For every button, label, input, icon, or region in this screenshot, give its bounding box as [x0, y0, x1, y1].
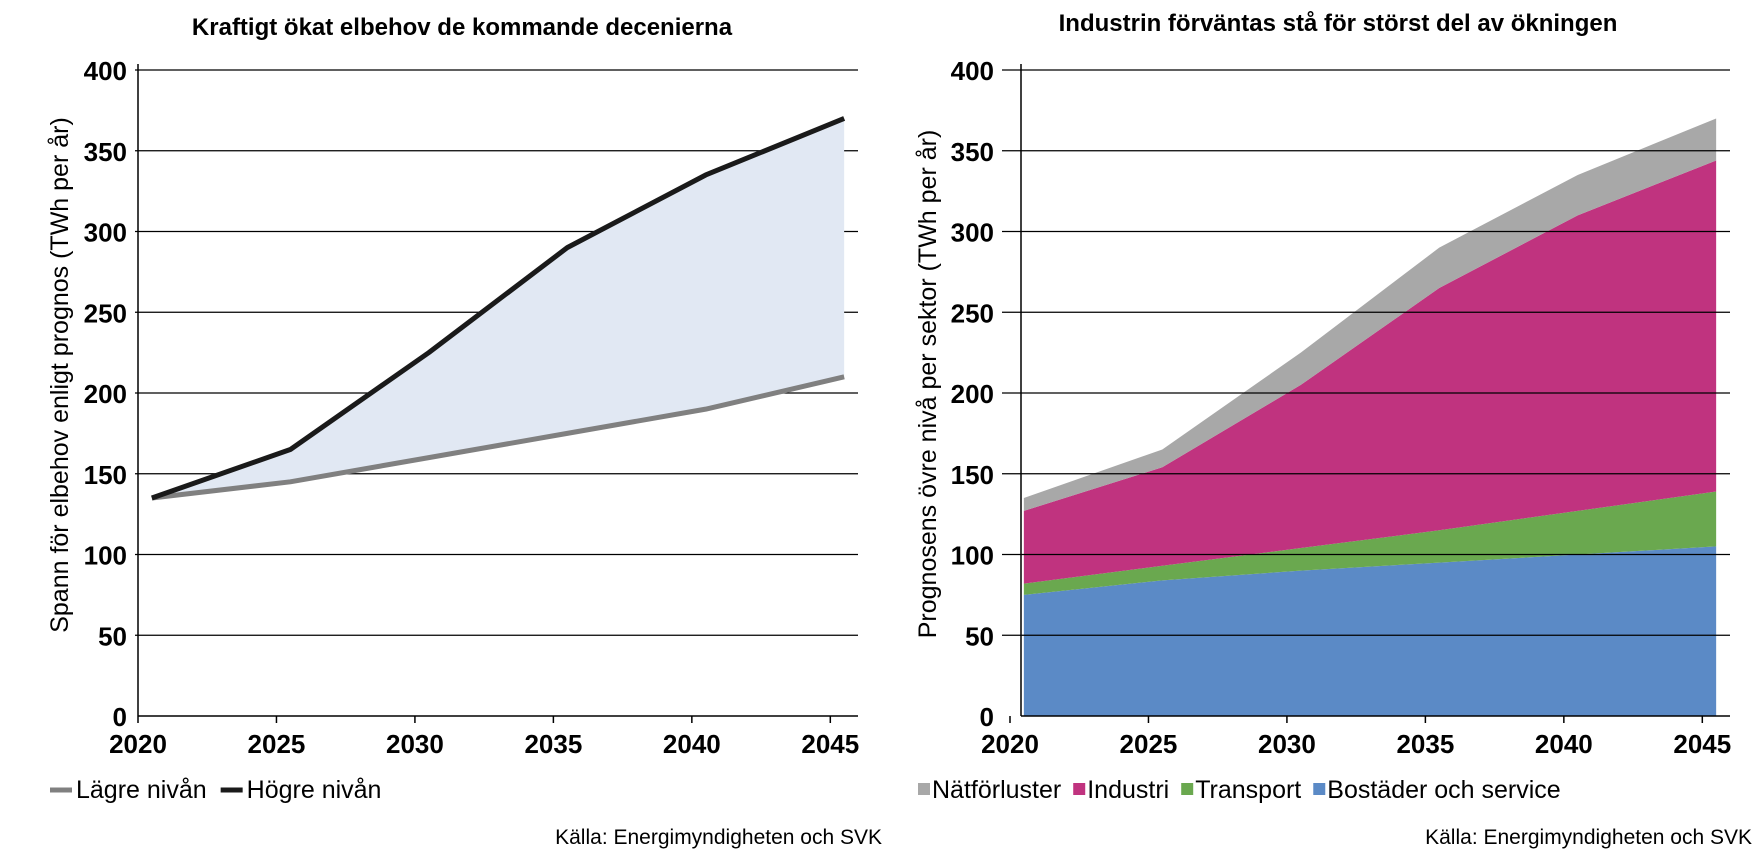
right-gridlines: [1002, 69, 1730, 636]
left-chart-title: Kraftigt ökat elbehov de kommande deceni…: [192, 14, 733, 41]
left-legend: Lägre nivån Högre nivån: [50, 776, 381, 804]
left-range-band-fill: [151, 118, 845, 498]
right-source-note: Källa: Energimyndigheten och SVK: [1425, 826, 1752, 849]
left-chart: Kraftigt ökat elbehov de kommande deceni…: [46, 14, 882, 849]
legend-label: Högre nivån: [247, 776, 382, 804]
right-chart-title: Industrin förväntas stå för störst del a…: [1059, 10, 1618, 37]
right-y-tick-label: 50: [965, 621, 994, 651]
legend-label: Lägre nivån: [76, 776, 207, 804]
right-legend: Nätförluster Industri Transport Bostäder oc…: [918, 776, 1561, 804]
right-x-tick-label: 2030: [1258, 729, 1316, 759]
left-y-tick-label: 400: [84, 56, 127, 86]
legend-item-industri: Industri: [1073, 776, 1169, 804]
left-y-tick-label: 50: [98, 621, 127, 651]
legend-label: Industri: [1087, 776, 1169, 804]
left-y-tick-labels: 0 50 100 150 200 250 300 350 400: [84, 56, 127, 732]
right-x-tick-label: 2045: [1673, 729, 1731, 759]
legend-item-lagre-nivan: Lägre nivån: [50, 776, 207, 804]
right-x-tick-label: 2040: [1535, 729, 1593, 759]
left-series-lines: [151, 116, 846, 501]
left-axes: [137, 64, 858, 723]
left-x-tick-label: 2025: [248, 729, 306, 759]
area-industri: [1023, 160, 1717, 584]
right-y-axis-label: Prognosens övre nivå per sektor (TWh per…: [914, 130, 942, 639]
right-x-tick-labels: 2020 2025 2030 2035 2040 2045: [981, 729, 1731, 759]
right-y-tick-label: 0: [980, 702, 994, 732]
right-y-tick-label: 400: [951, 56, 994, 86]
left-y-tick-label: 350: [84, 137, 127, 167]
right-y-tick-label: 300: [951, 218, 994, 248]
area-bostader-och-service: [1023, 546, 1717, 716]
left-x-tick-label: 2020: [109, 729, 167, 759]
legend-swatch: [1313, 783, 1326, 795]
left-x-tick-labels: 2020 2025 2030 2035 2040 2045: [109, 729, 859, 759]
left-y-tick-label: 300: [84, 218, 127, 248]
left-y-tick-label: 100: [84, 541, 127, 571]
right-y-tick-label: 200: [951, 379, 994, 409]
right-axes: [1009, 64, 1730, 723]
right-stacked-areas: [1023, 118, 1717, 716]
series-line-lagre-nivan: [151, 374, 845, 501]
legend-item-natforluster: Nätförluster: [918, 776, 1061, 804]
legend-label: Nätförluster: [932, 776, 1061, 804]
right-y-tick-label: 350: [951, 137, 994, 167]
right-y-tick-label: 150: [951, 460, 994, 490]
area-natforluster: [1023, 118, 1717, 511]
left-y-tick-label: 250: [84, 298, 127, 328]
right-y-tick-label: 250: [951, 298, 994, 328]
left-y-axis-label: Spann för elbehov enligt prognos (TWh pe…: [46, 117, 74, 633]
legend-item-bostader-och-service: Bostäder och service: [1313, 776, 1561, 804]
left-source-note: Källa: Energimyndigheten och SVK: [555, 826, 882, 849]
left-range-band: [151, 118, 845, 498]
legend-item-hogre-nivan: Högre nivån: [220, 776, 382, 804]
right-chart: Industrin förväntas stå för störst del a…: [914, 10, 1752, 849]
left-x-tick-label: 2030: [386, 729, 444, 759]
legend-item-transport: Transport: [1181, 776, 1301, 804]
left-x-tick-label: 2045: [801, 729, 859, 759]
right-x-tick-label: 2020: [981, 729, 1039, 759]
left-x-tick-label: 2040: [663, 729, 721, 759]
legend-swatch: [1181, 783, 1194, 795]
area-transport: [1023, 491, 1717, 595]
right-y-tick-label: 100: [951, 541, 994, 571]
legend-swatch: [918, 783, 930, 795]
right-x-tick-label: 2025: [1120, 729, 1178, 759]
series-line-hogre-nivan: [151, 116, 846, 501]
legend-label: Bostäder och service: [1327, 776, 1560, 804]
right-x-tick-label: 2035: [1396, 729, 1454, 759]
left-y-tick-label: 200: [84, 379, 127, 409]
left-x-tick-label: 2035: [524, 729, 582, 759]
left-y-tick-label: 150: [84, 460, 127, 490]
legend-label: Transport: [1195, 776, 1301, 804]
left-y-tick-label: 0: [113, 702, 127, 732]
right-y-tick-labels: 0 50 100 150 200 250 300 350 400: [951, 56, 994, 732]
legend-swatch: [1073, 783, 1086, 795]
